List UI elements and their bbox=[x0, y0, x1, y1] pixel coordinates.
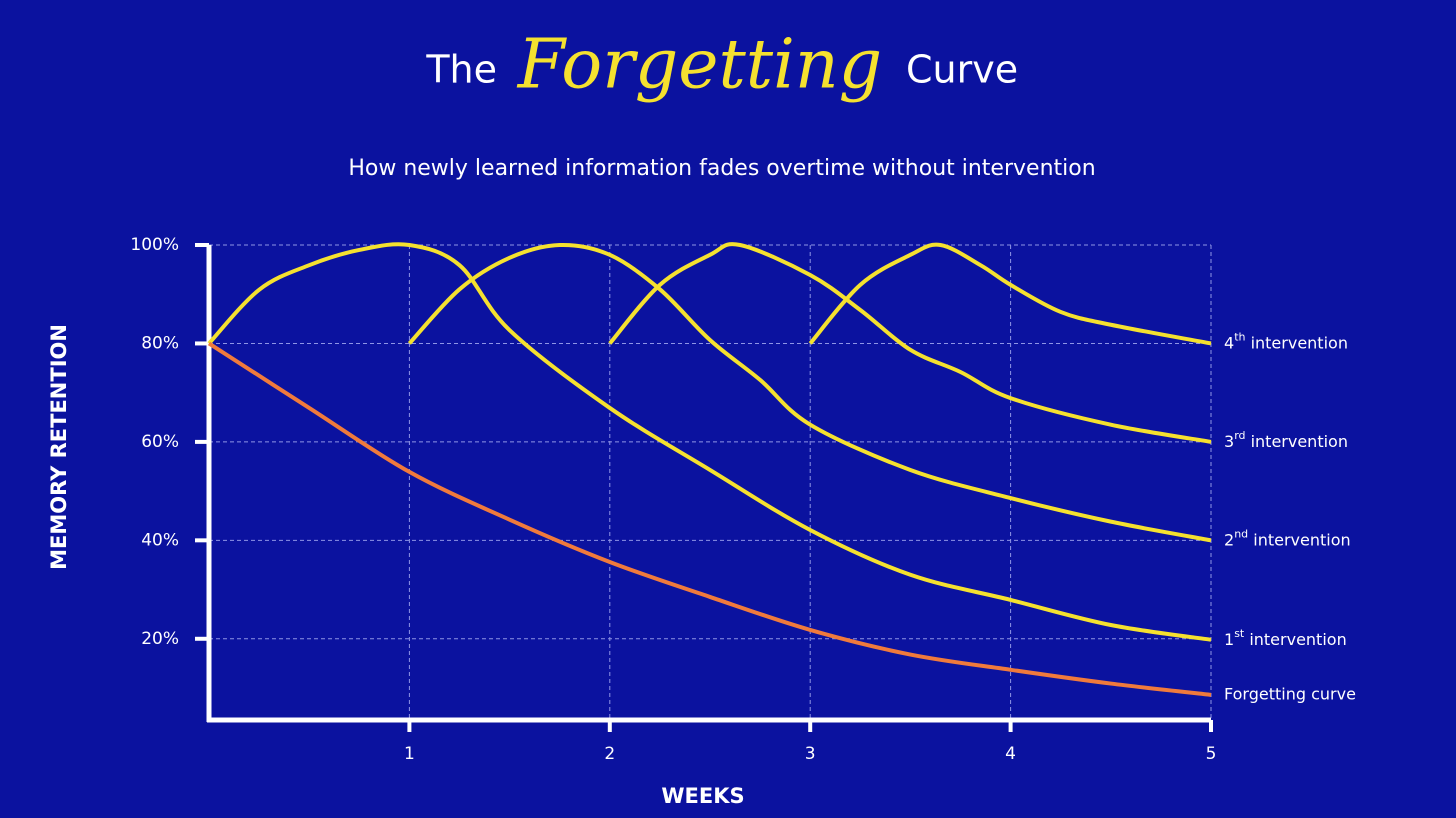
legend-label: Forgetting curve bbox=[1224, 684, 1356, 703]
line bbox=[407, 242, 1212, 543]
x-tick-label: 1 bbox=[404, 744, 415, 764]
x-axis-label: WEEKS bbox=[661, 784, 744, 808]
y-tick-label: 60% bbox=[141, 432, 179, 452]
line bbox=[808, 242, 1212, 346]
title-curve: Curve bbox=[906, 48, 1018, 92]
x-tick-label: 2 bbox=[604, 744, 615, 764]
subtitle: How newly learned information fades over… bbox=[348, 156, 1095, 181]
x-tick-label: 4 bbox=[1005, 744, 1016, 764]
title-forgetting: Forgetting bbox=[516, 26, 882, 105]
line bbox=[207, 341, 1212, 697]
y-tick-label: 100% bbox=[130, 235, 179, 255]
legend-label: 2nd intervention bbox=[1224, 527, 1351, 549]
legend-label: 4th intervention bbox=[1224, 330, 1348, 352]
legend-label: 3rd intervention bbox=[1224, 429, 1348, 451]
y-tick-label: 20% bbox=[141, 629, 179, 649]
y-tick-label: 80% bbox=[141, 333, 179, 353]
x-tick-label: 3 bbox=[805, 744, 816, 764]
y-axis-label: MEMORY RETENTION bbox=[47, 324, 71, 570]
x-tick-label: 5 bbox=[1206, 744, 1217, 764]
line bbox=[608, 242, 1212, 444]
y-tick-label: 40% bbox=[141, 530, 179, 550]
line bbox=[207, 242, 1212, 642]
title-the: The bbox=[425, 48, 497, 92]
legend-label: 1st intervention bbox=[1224, 627, 1347, 649]
